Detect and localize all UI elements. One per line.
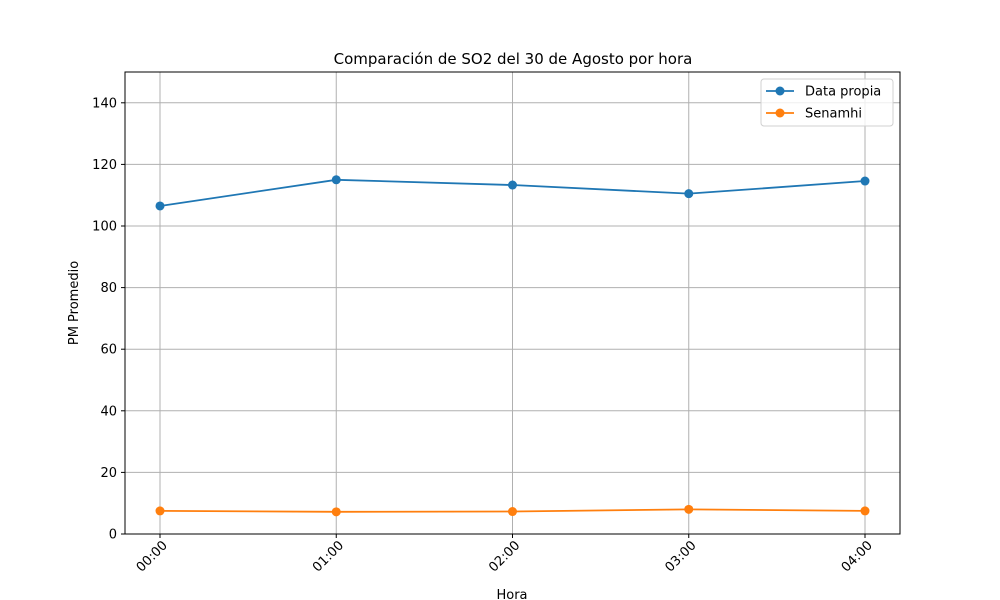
data-point [860, 506, 870, 516]
data-point [331, 175, 341, 185]
x-tick-label: 00:00 [134, 538, 171, 575]
grid [125, 72, 900, 535]
x-tick-label: 01:00 [310, 538, 347, 575]
data-point [155, 201, 165, 211]
legend-label: Senamhi [805, 107, 862, 122]
chart-title: Comparación de SO2 del 30 de Agosto por … [334, 50, 693, 68]
legend-marker [775, 86, 785, 96]
legend-marker [775, 108, 785, 118]
data-point [508, 180, 517, 190]
y-tick-label: 80 [100, 281, 117, 296]
x-tick-label: 02:00 [486, 538, 523, 575]
legend-label: Data propia [805, 85, 881, 100]
y-tick-label: 20 [100, 466, 117, 481]
y-tick-label: 0 [109, 528, 117, 543]
x-axis-label: Hora [496, 588, 527, 600]
data-point [860, 176, 870, 186]
y-tick-label: 40 [100, 404, 117, 419]
data-point [684, 504, 694, 514]
y-tick-label: 100 [92, 220, 117, 235]
y-tick-label: 140 [92, 96, 117, 111]
data-point [155, 506, 165, 516]
data-point [508, 507, 517, 517]
y-tick-label: 120 [92, 158, 117, 173]
legend: Data propia Senamhi [760, 78, 894, 127]
data-point [331, 507, 341, 517]
data-point [684, 189, 694, 199]
series-layer [155, 175, 870, 517]
x-tick-label: 03:00 [662, 538, 699, 575]
x-tick-label: 04:00 [839, 538, 876, 575]
x-axis: 00:00 01:00 02:00 03:00 04:00 [134, 534, 876, 575]
y-axis: 0 20 40 60 80 100 120 140 [92, 96, 125, 543]
y-axis-label: PM Promedio [67, 261, 82, 345]
y-tick-label: 60 [100, 343, 117, 358]
